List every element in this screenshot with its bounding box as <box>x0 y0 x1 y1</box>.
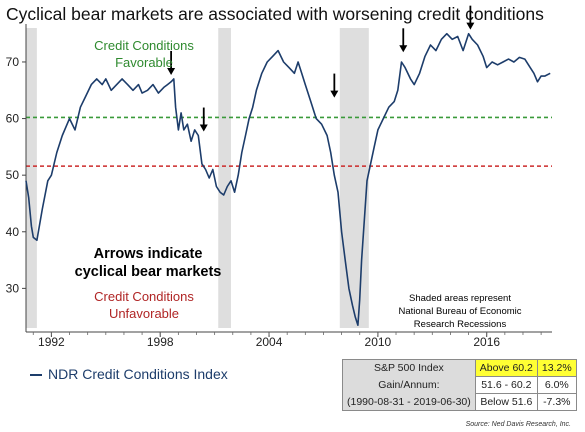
bear-market-arrow-head <box>199 124 208 132</box>
table-range: Above 60.2 <box>474 359 538 377</box>
table-range: Below 51.6 <box>474 393 538 411</box>
recession-shading-layer <box>26 28 369 328</box>
x-tick-label: 1992 <box>38 335 65 349</box>
axes-layer: 30 40 50 60 70 1992 1998 2004 2010 2016 <box>6 24 552 349</box>
table-return: 13.2% <box>536 359 577 377</box>
table-label: S&P 500 Index <box>342 359 476 377</box>
table-label: Gain/Annum: <box>342 376 476 394</box>
favorable-label-1: Credit Conditions <box>94 38 194 53</box>
favorable-label-2: Favorable <box>115 55 173 70</box>
bear-market-arrow-head <box>466 22 475 30</box>
bear-market-arrow-head <box>330 90 339 98</box>
table-return: 6.0% <box>536 376 577 394</box>
bear-market-arrow-head <box>399 45 408 53</box>
x-tick-label: 2010 <box>365 335 392 349</box>
arrows-note-2: cyclical bear markets <box>75 264 222 280</box>
table-row: (1990-08-31 - 2019-06-30) Below 51.6 -7.… <box>342 393 577 411</box>
x-tick-label: 2016 <box>473 335 500 349</box>
returns-table: S&P 500 Index Above 60.2 13.2% Gain/Annu… <box>342 359 577 411</box>
table-range: 51.6 - 60.2 <box>474 376 538 394</box>
y-tick-label: 70 <box>6 55 20 69</box>
x-tick-label: 1998 <box>147 335 174 349</box>
shaded-note-3: Research Recessions <box>414 319 507 330</box>
series-layer <box>25 32 551 327</box>
y-tick-label: 60 <box>6 112 20 126</box>
legend: NDR Credit Conditions Index <box>30 366 228 382</box>
series-line <box>25 32 551 327</box>
table-label: (1990-08-31 - 2019-06-30) <box>342 393 476 411</box>
recession-band <box>26 28 37 328</box>
table-return: -7.3% <box>536 393 577 411</box>
y-tick-label: 50 <box>6 168 20 182</box>
recession-band <box>218 28 231 328</box>
y-tick-label: 40 <box>6 225 20 239</box>
unfavorable-label-1: Credit Conditions <box>94 289 194 304</box>
source-note: Source: Ned Davis Research, Inc. <box>465 421 571 428</box>
legend-swatch <box>30 374 42 377</box>
bear-market-arrow-head <box>167 67 176 75</box>
table-row: Gain/Annum: 51.6 - 60.2 6.0% <box>342 376 577 394</box>
arrows-layer <box>167 5 475 132</box>
x-tick-label: 2004 <box>256 335 283 349</box>
recession-band <box>339 28 369 328</box>
chart-title: Cyclical bear markets are associated wit… <box>6 4 544 24</box>
table-row: S&P 500 Index Above 60.2 13.2% <box>342 359 577 377</box>
reference-lines-layer <box>26 116 552 167</box>
annotation-layer: Credit Conditions Favorable Arrows indic… <box>75 38 522 330</box>
shaded-note-1: Shaded areas represent <box>409 293 511 304</box>
y-tick-label: 30 <box>6 281 20 295</box>
shaded-note-2: National Bureau of Economic <box>398 306 521 317</box>
unfavorable-label-2: Unfavorable <box>109 306 179 321</box>
arrows-note-1: Arrows indicate <box>94 246 203 262</box>
legend-label: NDR Credit Conditions Index <box>48 366 228 382</box>
